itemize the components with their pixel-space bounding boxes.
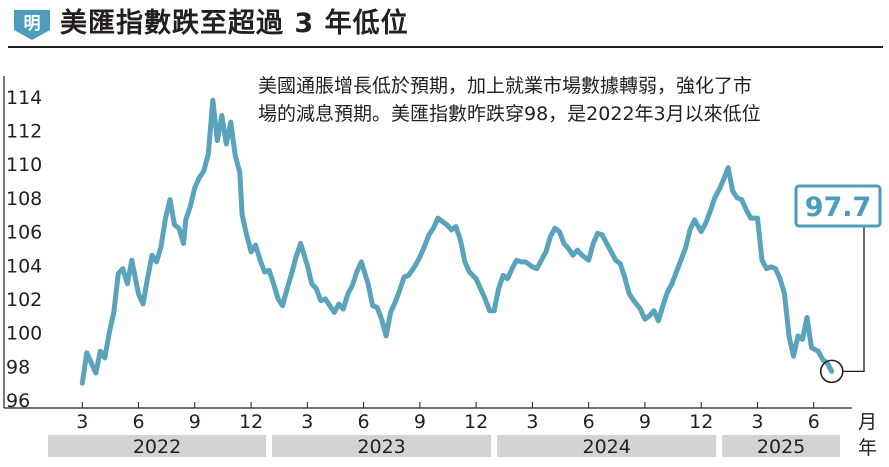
month-tick-label: 9: [414, 411, 426, 433]
month-tick-label: 12: [239, 411, 263, 433]
month-tick-label: 3: [751, 411, 763, 433]
y-tick-label: 114: [6, 87, 42, 109]
month-tick-label: 9: [639, 411, 651, 433]
y-tick-label: 100: [6, 323, 42, 345]
year-label: 2022: [133, 436, 181, 458]
y-tick-label: 106: [6, 222, 42, 244]
annotation-line-2: 場的減息預期。美匯指數昨跌穿98，是2022年3月以來低位: [258, 103, 761, 125]
month-tick-label: 3: [301, 411, 313, 433]
chart-title: 美匯指數跌至超過 3 年低位: [60, 8, 409, 39]
month-tick-label: 6: [132, 411, 144, 433]
y-tick-label: 98: [6, 356, 30, 378]
newspaper-badge: 明: [14, 10, 50, 40]
annotation-line-1: 美國通脹增長低於預期，加上就業市場數據轉弱，強化了市: [258, 75, 753, 97]
callout-value-label: 97.7: [805, 192, 872, 223]
month-tick-label: 12: [464, 411, 488, 433]
y-tick-label: 104: [6, 255, 42, 277]
month-tick-label: 3: [526, 411, 538, 433]
y-tick-label: 102: [6, 289, 42, 311]
year-band: [272, 435, 492, 457]
month-tick-label: 9: [189, 411, 201, 433]
year-label: 2024: [582, 436, 630, 458]
y-tick-label: 108: [6, 188, 42, 210]
callout-leader-line: [842, 212, 865, 373]
year-label: 2025: [757, 436, 805, 458]
callout-box: [794, 184, 882, 228]
chart-annotation: 美國通脹增長低於預期，加上就業市場數據轉弱，強化了市 場的減息預期。美匯指數昨跌…: [258, 72, 858, 128]
month-unit-label: 月: [858, 411, 877, 433]
year-unit-label: 年: [858, 437, 877, 459]
year-band: [722, 435, 840, 457]
month-tick-label: 6: [808, 411, 820, 433]
month-tick-label: 6: [358, 411, 370, 433]
month-tick-label: 12: [689, 411, 713, 433]
y-tick-label: 110: [6, 154, 42, 176]
month-tick-label: 6: [583, 411, 595, 433]
badge-label: 明: [24, 14, 41, 34]
year-band: [497, 435, 717, 457]
year-band: [48, 435, 267, 457]
year-label: 2023: [357, 436, 405, 458]
y-tick-label: 96: [6, 390, 30, 412]
month-tick-label: 3: [76, 411, 88, 433]
series-line: [79, 97, 835, 386]
y-tick-label: 112: [6, 121, 42, 143]
title-divider: [8, 46, 883, 48]
